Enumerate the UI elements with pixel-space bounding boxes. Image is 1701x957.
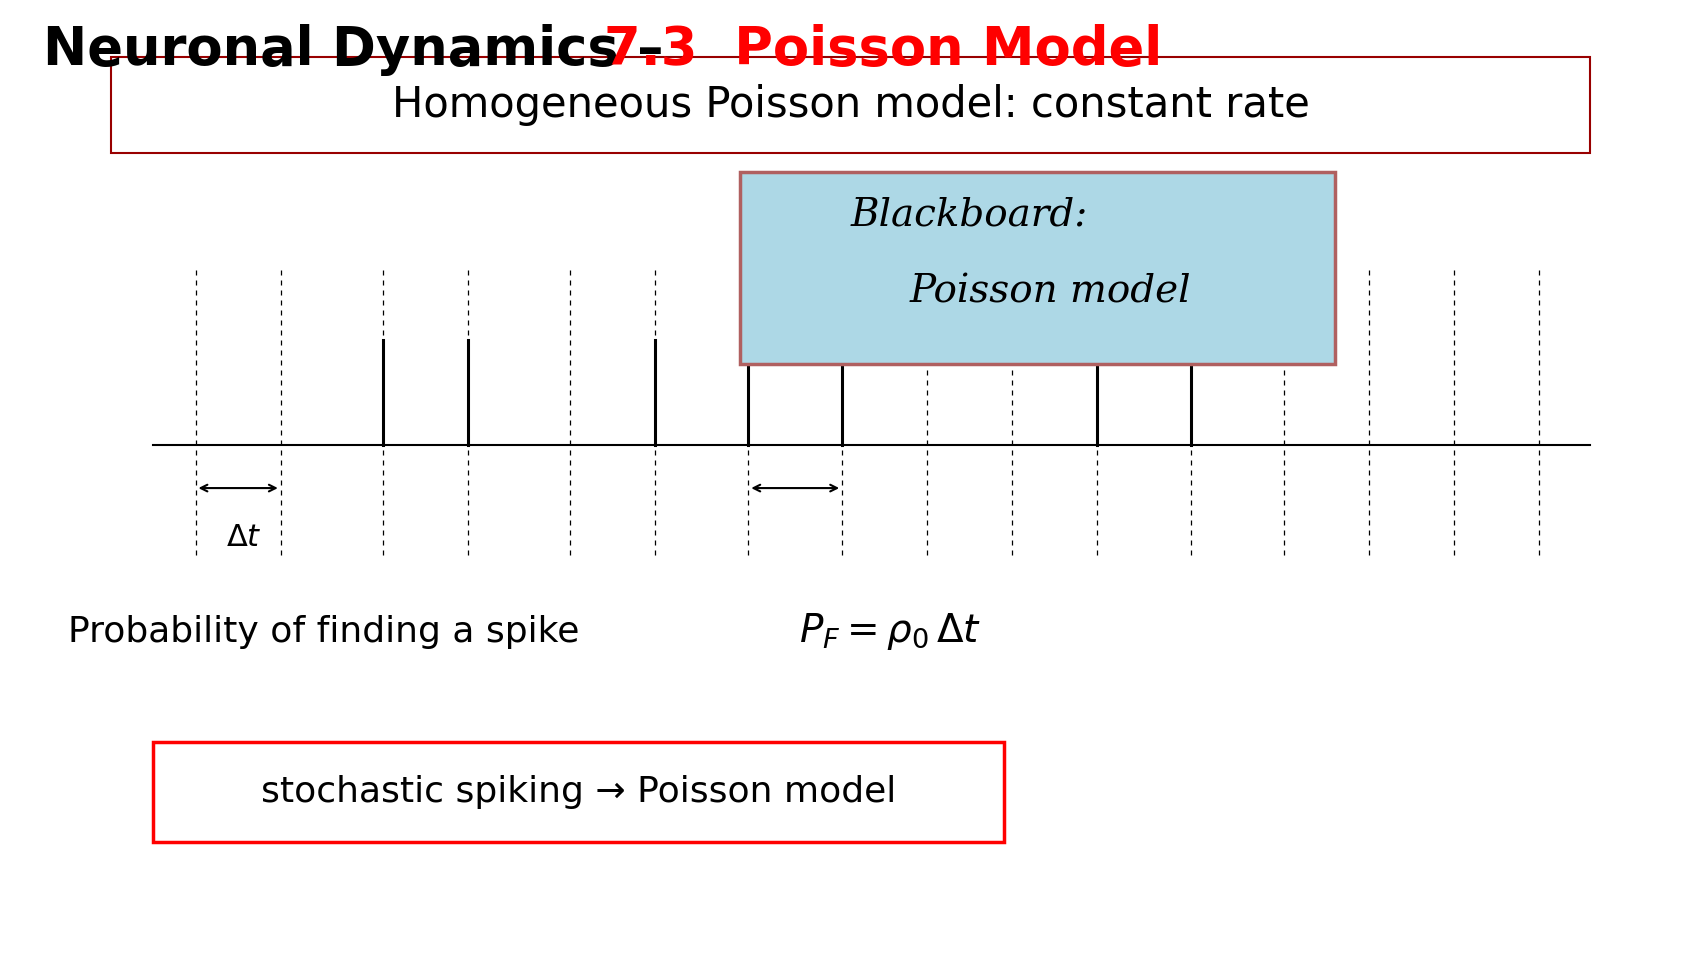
Bar bbox=[153, 742, 1004, 842]
Bar bbox=[740, 172, 1335, 364]
Text: stochastic spiking → Poisson model: stochastic spiking → Poisson model bbox=[260, 775, 896, 810]
Text: Poisson model: Poisson model bbox=[910, 274, 1191, 310]
Text: Neuronal Dynamics –: Neuronal Dynamics – bbox=[43, 24, 682, 76]
Bar bbox=[111, 57, 1590, 153]
Text: 7.3  Poisson Model: 7.3 Poisson Model bbox=[604, 24, 1162, 76]
Text: $P_F = \rho_0 \, \Delta t$: $P_F = \rho_0 \, \Delta t$ bbox=[799, 612, 981, 652]
Text: $\Delta t$: $\Delta t$ bbox=[226, 522, 262, 552]
Text: Probability of finding a spike: Probability of finding a spike bbox=[68, 614, 580, 649]
Text: Homogeneous Poisson model: constant rate: Homogeneous Poisson model: constant rate bbox=[391, 84, 1310, 126]
Text: Blackboard:: Blackboard: bbox=[850, 197, 1089, 234]
